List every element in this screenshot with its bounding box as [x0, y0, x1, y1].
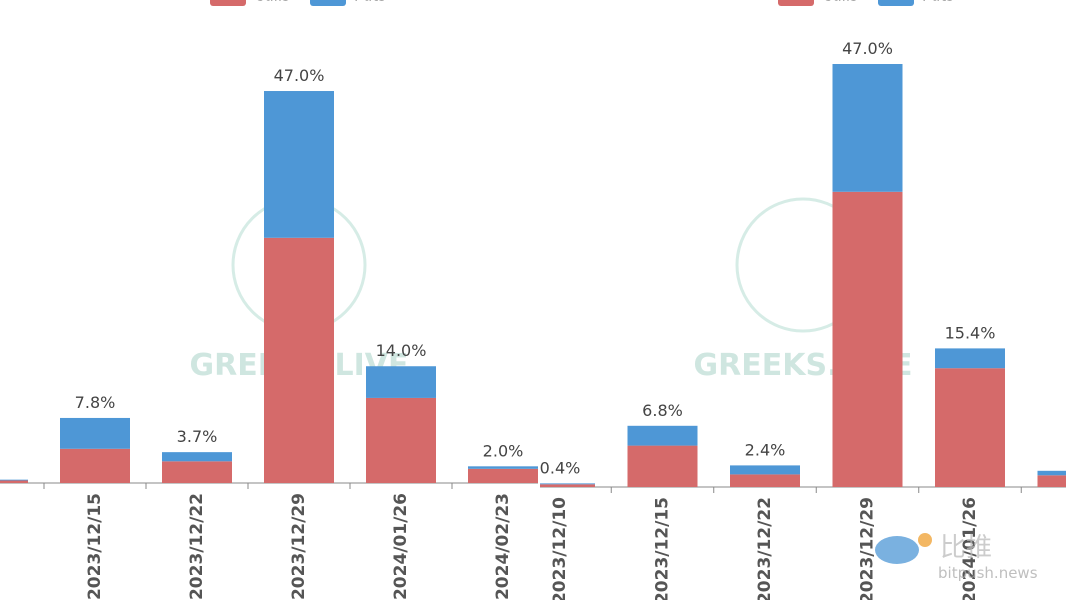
total-label: 2.0% — [483, 441, 524, 460]
bar-segment — [0, 479, 28, 481]
total-label: 3.7% — [177, 427, 218, 446]
site-name: 比推 — [940, 533, 992, 563]
total-label: 47.0% — [274, 66, 325, 85]
x-tick-label: 2023/12/22 — [187, 493, 207, 600]
bar-segment — [730, 465, 800, 475]
bar-segment — [468, 466, 538, 469]
bar-segment — [162, 461, 232, 483]
legend-swatch — [878, 0, 914, 6]
coin-icon — [918, 533, 932, 547]
total-label: 15.4% — [945, 323, 996, 342]
bar-segment — [162, 452, 232, 462]
bar-segment — [730, 474, 800, 487]
x-tick-label: 2023/12/15 — [653, 497, 673, 600]
bar-segment — [60, 448, 130, 483]
total-label: 2.4% — [745, 440, 786, 459]
bar-segment — [1037, 470, 1066, 476]
x-tick-label: 2023/12/10 — [550, 497, 570, 600]
bar-segment — [832, 191, 903, 488]
legend-label: Puts — [354, 0, 386, 5]
bar-segment — [366, 366, 436, 398]
bar-segment — [540, 484, 595, 487]
legend-label: Calls — [822, 0, 858, 5]
x-tick-label: 2023/12/22 — [755, 497, 775, 600]
bar-segment — [627, 445, 698, 487]
total-label: 0.4% — [540, 458, 581, 477]
bar-segment — [935, 348, 1005, 369]
total-label: 14.0% — [376, 341, 427, 360]
chart-right: GREEKS.LIVECallsPuts0.4%2023/12/106.8%20… — [540, 0, 1066, 600]
bar-segment — [935, 368, 1005, 487]
bar-segment — [540, 483, 595, 485]
x-tick-label: 2024/01/26 — [391, 493, 411, 600]
bar-segment — [0, 480, 28, 483]
x-tick-label: 2023/12/15 — [85, 493, 105, 600]
x-tick-label: 2024/02/23 — [493, 493, 513, 600]
legend-swatch — [778, 0, 814, 6]
bar-segment — [832, 64, 903, 192]
x-tick-label: 2024/01/26 — [960, 497, 980, 600]
x-tick-label: 2023/12/29 — [858, 497, 878, 600]
legend-swatch — [310, 0, 346, 6]
bar-segment — [1037, 475, 1066, 487]
bar-segment — [627, 425, 698, 446]
total-label: 6.8% — [642, 401, 683, 420]
site-watermark: 比推 bitpush.news — [875, 533, 1038, 582]
bar-segment — [366, 397, 436, 483]
bar-segment — [264, 91, 334, 238]
legend-swatch — [210, 0, 246, 6]
x-tick-label: 2023/12/29 — [289, 493, 309, 600]
total-label: 7.8% — [75, 393, 116, 412]
chart-left: GREEKS.LIVECallsPuts7.8%2023/12/153.7%20… — [0, 0, 538, 600]
bar-segment — [468, 468, 538, 483]
legend-label: Puts — [922, 0, 954, 5]
total-label: 47.0% — [842, 39, 893, 58]
site-url: bitpush.news — [938, 564, 1038, 582]
bar-segment — [60, 417, 130, 449]
bar-segment — [264, 237, 334, 483]
bird-icon — [875, 536, 919, 564]
legend-label: Calls — [254, 0, 290, 5]
